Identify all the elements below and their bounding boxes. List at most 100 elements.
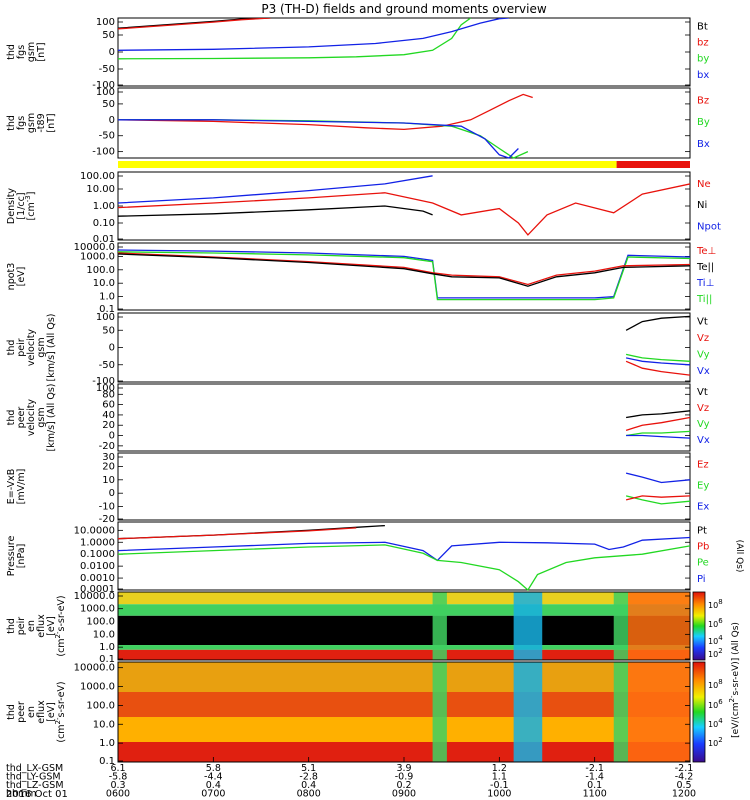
y-axis-label: [eV] [46,702,57,722]
ephemeris-value: -5.8 [109,772,128,783]
panel-frame [117,383,691,452]
legend-Vt: Vt [697,387,708,398]
y-axis-label: [cm-3] [24,192,37,221]
legend-Ex: Ex [697,502,709,513]
series-Ti|| [118,251,690,301]
series-Pi [118,536,690,562]
y-axis-label: fgs [16,45,27,59]
spectrogram-feature [628,662,690,762]
ephemeris-row-label: hhmm [6,789,37,800]
ephemeris-value: 6.1 [110,763,125,774]
y-tick-label: 30 [102,452,115,463]
y-tick-label: 40 [102,410,115,421]
y-axis-label: [nPa] [16,544,27,569]
legend-Ey: Ey [697,481,709,492]
ephemeris-value: 0.4 [206,780,221,791]
ephemeris-value: 0.1 [587,780,602,791]
y-axis-unit: (cm2-s-sr-eV) [54,681,67,742]
status-bar-segment-0 [118,161,617,168]
y-tick-label: 100.00 [80,171,115,182]
series-Ex [625,472,690,484]
series-Vt [625,315,690,331]
y-axis-label: [eV] [46,616,57,636]
y-tick-label: 1.0 [99,642,115,653]
status-bar-segment-1 [616,161,690,168]
spectrogram-feature [628,592,690,660]
colorbar-tick-label: 108 [708,598,723,610]
y-axis-label: fgs [16,116,27,130]
colorbar-tick-label: 108 [708,678,723,690]
y-axis-label: en [26,620,37,632]
y-axis-label: peir [16,617,27,636]
y-tick-label: 0.1 [99,304,115,315]
y-tick-label: -100 [92,147,115,158]
y-tick-label: 0.0100 [80,561,115,572]
spectrogram-band [118,742,690,762]
y-axis-label: thd [6,115,17,131]
series-Ne [118,183,690,236]
series-Pe [118,544,690,591]
legend-Ni: Ni [697,200,707,211]
y-axis-label: gsm [36,337,47,357]
legend-Vz: Vz [697,333,709,344]
y-tick-label: 1000.0 [80,682,115,693]
y-tick-label: 100 [96,383,115,394]
legend-Bx: Bx [697,139,710,150]
series-group [118,524,690,591]
ephemeris-value: -0.1 [490,780,509,791]
y-tick-label: 10.0 [93,719,115,730]
series-Pb [118,527,357,540]
panel-peir_velocity: 100 50 0 -50 -100 thd peir velocity gsm [km/s] (A… [6,312,710,387]
spectrogram-feature [432,592,447,660]
y-tick-label: -100 [92,376,115,387]
series-Te⊥ [118,252,690,286]
y-tick-label: 10.0 [93,629,115,640]
panel-frame [117,591,691,661]
ephemeris-value: 0.4 [301,780,316,791]
colorbar-label: [eV/(cm2-s-sr-eV)] (All Qs) [728,622,741,738]
spectrogram-feature [432,662,447,762]
legend-Pe: Pe [697,558,709,569]
y-tick-label: 0.10 [93,218,115,229]
series-Bx [118,119,519,159]
panel-fgs_gsm: 100 50 0 -50 -100 thd fgs gsm [nT] Bt bz by bx [6,17,709,91]
y-tick-label: 1000.0 [80,604,115,615]
colorbar-tick-label: 106 [708,698,723,710]
y-tick-label: 60 [102,400,115,411]
y-tick-label: 10 [102,475,115,486]
series-bz [118,18,271,30]
ephemeris-value: 5.8 [206,763,221,774]
y-axis-label: peer [16,407,27,429]
spectrogram-feature [513,662,543,762]
ephemeris-value: 1000 [487,789,511,800]
ephemeris-value: 0700 [201,789,225,800]
series-group [118,175,690,236]
series-group [625,315,690,376]
panel-frame [117,171,691,241]
y-axis-label: velocity [26,329,37,367]
y-tick-label: 100.0 [86,265,115,276]
ephemeris-value: -2.1 [585,763,604,774]
legend-Vy: Vy [697,349,710,360]
colorbar-peer_spec [692,661,706,763]
y-axis-label: eflux [36,700,47,724]
y-axis-label: velocity [26,399,37,437]
y-axis-label: [eV] [16,267,27,287]
y-tick-label: 50 [102,325,115,336]
y-axis-unit: (cm2-s-sr-eV) [54,595,67,656]
ephemeris-value: -4.4 [204,772,223,783]
series-group [118,93,533,159]
series-Vx [625,357,690,366]
ephemeris-value: -4.2 [675,772,694,783]
date-label: 2016 Oct 01 [6,789,68,800]
y-axis-label: [nT] [36,42,47,61]
ephemeris-value: 3.9 [396,763,411,774]
y-axis-label: [km/s] (All Qs) [46,384,57,452]
y-axis-label: Density [6,188,17,224]
ephemeris-value: -1.4 [585,772,604,783]
y-tick-label: 0 [109,343,115,354]
panel-frame [117,242,691,311]
